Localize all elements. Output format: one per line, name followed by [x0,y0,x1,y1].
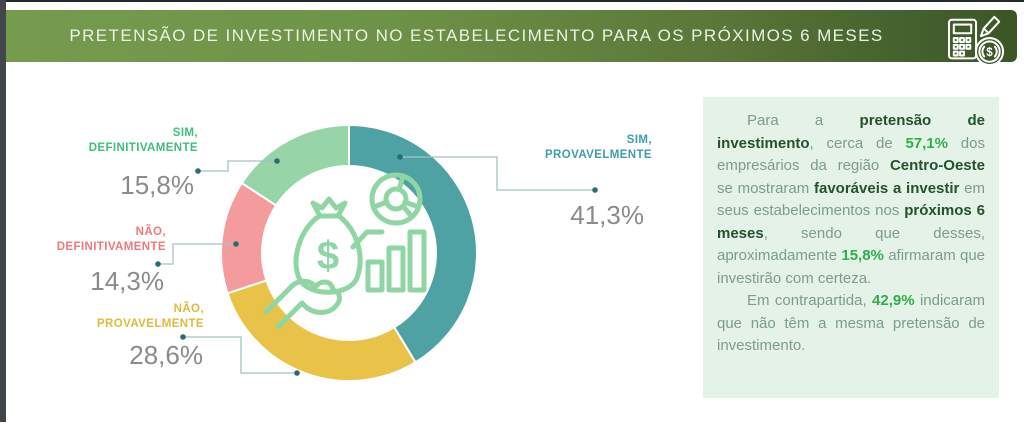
slice-value-nao-definitivamente: 14,3% [90,266,164,296]
slice-label-sim-definitivamente: SIM, DEFINITIVAMENTE [58,126,198,156]
slice-label-line: SIM, [172,127,198,139]
text-segment: indicaram que não têm a mesma pretensão … [717,292,985,354]
leader-dot [294,370,300,376]
page-title: PRETENSÃO DE INVESTIMENTO NO ESTABELECIM… [69,26,884,45]
text-segment: próximos 6 meses [717,202,985,242]
header-bar: PRETENSÃO DE INVESTIMENTO NO ESTABELECIM… [6,10,1017,67]
text-segment: , sendo que desses, aproximadamente [717,224,985,265]
slice-label-line: DEFINITIVAMENTE [88,141,198,154]
svg-text:$: $ [986,47,993,59]
text-segment: 42,9% [872,292,915,309]
slice-value-sim-provavelmente: 41,3% [570,200,644,230]
donut-slice [226,279,417,382]
leader-line [198,160,277,172]
slice-label-nao-definitivamente: NÃO, DEFINITIVAMENTE [28,225,166,255]
leader-line [158,243,236,265]
text-segment: em seus estabelecimentos nos [717,179,985,220]
leader-dot [274,158,280,164]
donut-slice [240,124,350,207]
leader-dot [180,334,186,340]
text-segment: pretensão de investimento [717,112,985,152]
leader-dot [195,168,201,174]
text-segment: Centro-Oeste [889,157,985,174]
text-segment: 57,1% [905,134,948,152]
text-segment: favoráveis a investir [814,179,960,197]
leader-dot [233,241,239,247]
slice-label-nao-provavelmente: NÃO, PROVAVELMENTE [68,302,204,332]
slice-label-line: PROVAVELMENTE [96,317,204,330]
donut-slice [220,182,278,295]
donut-slice [348,124,478,364]
text-segment: , cerca de [809,134,906,152]
text-segment: Em contrapartida, [747,292,873,309]
left-border [0,0,6,422]
slice-label-line: NÃO, [173,303,204,315]
calculator-pencil-coin-icon: $ [945,12,1009,68]
hand-money-bag-growth-icon: $ [262,166,437,341]
text-segment: Para a [747,112,860,129]
text-segment: dos empresários da região [717,134,985,175]
summary-textbox: Para a pretensão de investimento, cerca … [703,97,999,398]
slice-label-sim-provavelmente: SIM, PROVAVELMENTE [500,133,652,163]
text-segment: afirmaram que investirão com certeza. [717,247,986,287]
slice-label-line: NÃO, [135,226,166,238]
textbox-paragraph-2: Em contrapartida, 42,9% indicaram que nã… [717,290,985,358]
text-segment: se mostraram [717,179,814,197]
slice-value-nao-provavelmente: 28,6% [129,340,203,370]
slice-label-line: DEFINITIVAMENTE [56,240,166,253]
leader-dot [397,154,403,160]
leader-dot [592,187,598,193]
top-border [0,0,1024,2]
text-segment: 15,8% [841,247,884,264]
slice-label-line: SIM, [626,134,652,146]
textbox-paragraph-1: Para a pretensão de investimento, cerca … [717,110,985,290]
slice-label-line: PROVAVELMENTE [544,148,652,161]
svg-text:$: $ [317,234,339,278]
slice-value-sim-definitivamente: 15,8% [120,170,194,200]
